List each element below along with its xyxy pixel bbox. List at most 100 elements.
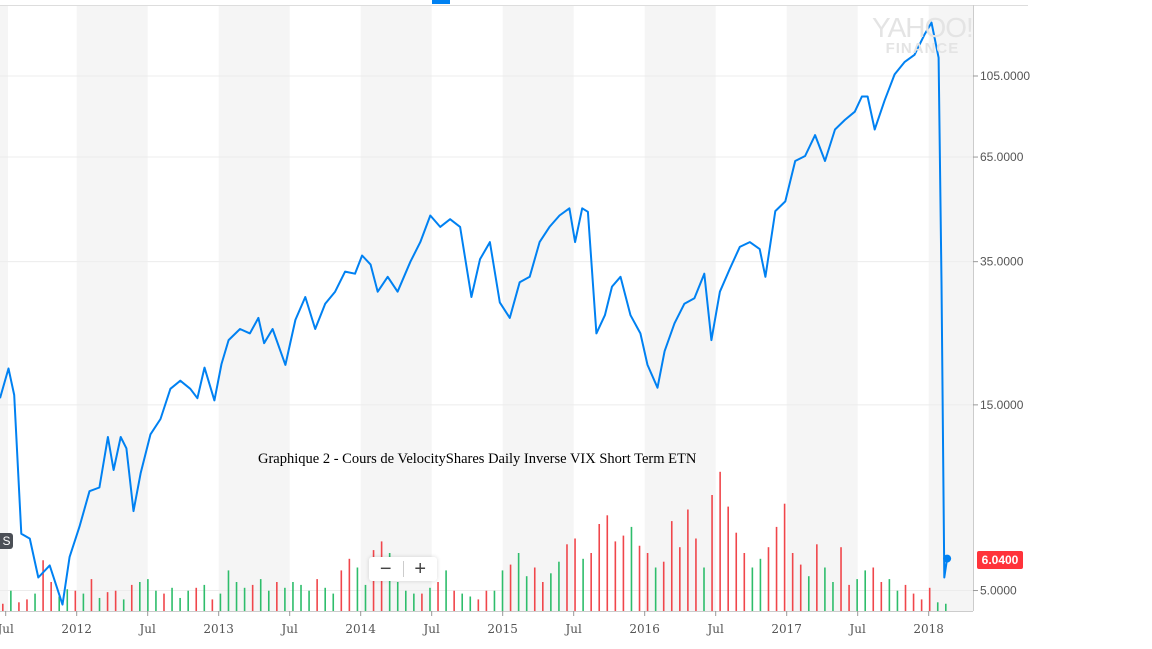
x-tick-label: 2015 [487, 622, 518, 636]
volume-bar [243, 587, 246, 611]
volume-bar [2, 603, 4, 611]
volume-bar [219, 593, 222, 611]
x-tick-label: Jul [705, 622, 724, 636]
volume-bar [751, 567, 754, 611]
x-tick-label: 2012 [61, 622, 92, 636]
volume-bar [485, 590, 488, 611]
volume-bar [187, 590, 189, 611]
volume-bar [18, 602, 20, 611]
volume-bar [525, 576, 528, 611]
volume-bar [824, 567, 826, 611]
volume-bar [759, 558, 762, 611]
volume-bar [816, 544, 818, 611]
period-bands [0, 6, 973, 611]
volume-bar [203, 584, 206, 611]
volume-bar [509, 564, 512, 611]
volume-bar [872, 567, 875, 611]
series-badge[interactable]: S [0, 533, 13, 549]
volume-bar [122, 599, 125, 611]
y-tick-label: 65.0000 [980, 150, 1024, 164]
volume-bar [904, 584, 907, 611]
volume-bar [348, 558, 351, 611]
volume-bar [791, 553, 794, 611]
volume-bar [767, 547, 770, 611]
volume-bar [404, 590, 407, 611]
active-range-indicator[interactable] [432, 0, 450, 4]
volume-bar [775, 526, 778, 611]
volume-bar [614, 541, 617, 611]
chart-caption: Graphique 2 - Cours de VelocityShares Da… [258, 451, 697, 467]
x-tick-label: Jul [563, 622, 582, 636]
volume-bar [501, 570, 504, 611]
x-tick-label: 2017 [771, 622, 802, 636]
shaded-band [76, 6, 148, 611]
volume-bar [114, 590, 117, 611]
volume-bar [340, 570, 343, 611]
shaded-band [786, 6, 858, 611]
volume-bar [396, 582, 399, 611]
volume-bar [300, 584, 302, 611]
current-price-label: 6.0400 [977, 551, 1023, 569]
volume-bar [590, 553, 592, 611]
volume-bar [550, 573, 552, 611]
y-axis-ticks: 105.0000 65.0000 35.0000 15.0000 5.0000 [973, 69, 1030, 598]
zoom-out-button[interactable]: − [379, 558, 392, 580]
zoom-control: − + [369, 557, 437, 581]
volume-bar [66, 589, 69, 611]
volume-bar [74, 590, 77, 611]
volume-bar [147, 579, 149, 611]
y-tick-label: 15.0000 [980, 398, 1024, 412]
volume-bar [437, 582, 439, 611]
volume-bar [670, 521, 673, 611]
volume-bar [284, 587, 286, 611]
shaded-band [218, 6, 290, 611]
volume-bar [719, 471, 721, 611]
shaded-band [0, 6, 8, 611]
price-line [0, 21, 949, 606]
volume-bar [945, 603, 947, 611]
volume-bar [34, 593, 36, 611]
volume-bar [139, 582, 141, 611]
x-tick-label: Jul [421, 622, 440, 636]
volume-bar [42, 560, 44, 611]
volume-bar [687, 509, 689, 611]
y-tick-label: 105.0000 [980, 69, 1030, 83]
volume-bar [493, 590, 496, 611]
volume-bar [316, 579, 318, 611]
shaded-band [644, 6, 716, 611]
volume-bar [421, 593, 423, 611]
volume-bar [864, 570, 867, 611]
volume-bar [920, 599, 923, 611]
volume-bar [356, 567, 359, 611]
volume-bar [195, 587, 198, 611]
volume-bar [155, 590, 157, 611]
logo-line2: FINANCE [885, 40, 960, 57]
volume-bar [679, 547, 681, 611]
volume-bar [711, 495, 713, 611]
volume-bar [227, 570, 230, 611]
volume-bar [388, 553, 391, 611]
shaded-band [360, 6, 432, 611]
volume-bar [880, 582, 883, 611]
volume-bar [840, 547, 842, 611]
volume-bar [566, 544, 568, 611]
x-tick-label: Jul [0, 622, 14, 636]
volume-bar [98, 597, 101, 611]
yahoo-finance-logo: YAHOO! FINANCE [872, 14, 974, 57]
volume-bar [662, 561, 665, 611]
volume-bar [364, 584, 367, 611]
volume-bar [912, 593, 915, 611]
volume-bar [267, 590, 270, 611]
x-tick-label: Jul [137, 622, 156, 636]
volume-bar [638, 545, 641, 611]
zoom-in-button[interactable]: + [414, 558, 427, 580]
volume-bar [259, 579, 262, 611]
x-axis-ticks: Jul 2012 Jul 2013 Jul 2014 Jul 2015 Jul 2016 Jul 20… [0, 611, 944, 636]
volume-bar [622, 535, 625, 611]
volume-bar [832, 582, 834, 611]
volume-bar [235, 582, 238, 611]
volume-bar [598, 524, 601, 611]
volume-bar [799, 564, 802, 611]
volume-bar [735, 532, 738, 611]
